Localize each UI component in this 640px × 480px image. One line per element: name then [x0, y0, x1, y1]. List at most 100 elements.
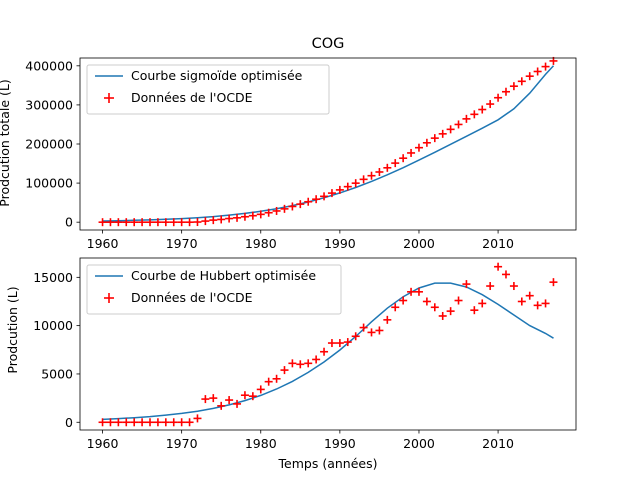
bottom-axis-ticks: 1960 1970 1980 1990 2000 2010 0 5000 10000 15000	[33, 270, 514, 451]
bottom-data-point	[391, 303, 400, 312]
top-data-point	[272, 206, 281, 215]
top-data-point	[130, 218, 139, 227]
bottom-y-tick-label: 10000	[33, 318, 73, 333]
bottom-data-point	[225, 396, 234, 405]
top-data-point	[414, 143, 423, 152]
x-axis-label: Temps (années)	[278, 456, 378, 471]
top-data-point	[343, 182, 352, 191]
top-y-axis-label: Prodcution totale (L)	[0, 79, 12, 206]
bottom-data-point	[375, 326, 384, 335]
top-y-tick-label: 200000	[25, 137, 73, 152]
top-data-point	[280, 204, 289, 213]
bottom-data-point	[106, 418, 115, 427]
top-data-point	[304, 197, 313, 206]
bottom-data-point	[327, 339, 336, 348]
bottom-legend-label-fit: Courbe de Hubbert optimisée	[131, 268, 316, 283]
top-data-point	[98, 218, 107, 227]
bottom-plot-content	[98, 262, 558, 427]
bottom-data-point	[122, 418, 131, 427]
bottom-data-point	[312, 355, 321, 364]
bottom-legend-marker-swatch	[104, 293, 114, 303]
bottom-data-point	[343, 338, 352, 347]
bottom-data-point	[153, 418, 162, 427]
bottom-data-point	[201, 395, 210, 404]
bottom-data-point	[335, 339, 344, 348]
bottom-subplot: Prodcution (L) Temps (années) 1960 1970 19…	[5, 257, 577, 471]
bottom-series-line	[102, 282, 554, 421]
top-data-point	[367, 171, 376, 180]
bottom-data-point	[517, 297, 526, 306]
bottom-data-point	[288, 359, 297, 368]
top-data-point	[533, 67, 542, 76]
bottom-data-point	[185, 418, 194, 427]
top-data-point	[209, 216, 218, 225]
bottom-data-point	[414, 287, 423, 296]
top-data-point	[486, 100, 495, 109]
top-data-point	[122, 218, 131, 227]
bottom-plot-frame	[79, 257, 577, 431]
top-data-point	[375, 167, 384, 176]
top-y-tick-label: 300000	[25, 97, 73, 112]
top-x-tick-label: 2010	[482, 236, 514, 251]
bottom-x-tick-label: 2000	[403, 436, 435, 451]
bottom-data-point	[494, 262, 503, 271]
top-data-point	[193, 218, 202, 227]
top-data-point	[233, 213, 242, 222]
bottom-x-tick-label: 1960	[87, 436, 119, 451]
top-data-point	[438, 129, 447, 138]
bottom-data-point	[138, 418, 147, 427]
bottom-data-point	[217, 401, 226, 410]
top-data-point	[256, 210, 265, 219]
top-data-point	[430, 134, 439, 143]
top-data-point	[114, 218, 123, 227]
bottom-legend-label-data: Données de l'OCDE	[131, 290, 253, 305]
bottom-legend-box	[86, 264, 342, 315]
top-legend: Courbe sigmoïde optimisée Données de l'O…	[86, 64, 330, 115]
bottom-data-point	[486, 282, 495, 291]
bottom-data-point	[541, 299, 550, 308]
top-data-point	[248, 211, 257, 220]
top-y-tick-label: 0	[65, 215, 73, 230]
top-data-point	[407, 148, 416, 157]
bottom-data-point	[549, 278, 558, 287]
top-subplot: COG Prodcution totale (L) 1960 1970 1980 19…	[0, 36, 577, 251]
bottom-data-point	[320, 347, 329, 356]
top-y-tick-label: 400000	[25, 58, 73, 73]
top-legend-marker-swatch	[104, 93, 114, 103]
top-data-point	[494, 93, 503, 102]
top-data-point	[383, 163, 392, 172]
top-data-point	[320, 192, 329, 201]
top-data-point	[327, 189, 336, 198]
top-data-point	[225, 214, 234, 223]
top-y-tick-label: 100000	[25, 176, 73, 191]
bottom-data-point	[462, 280, 471, 289]
top-data-point	[470, 110, 479, 119]
top-data-point	[312, 195, 321, 204]
top-data-point	[106, 218, 115, 227]
bottom-legend: Courbe de Hubbert optimisée Données de l…	[86, 264, 342, 315]
bottom-data-point	[209, 394, 218, 403]
bottom-data-point	[438, 311, 447, 320]
bottom-y-tick-label: 0	[65, 415, 73, 430]
bottom-data-point	[509, 282, 518, 291]
bottom-data-point	[304, 359, 313, 368]
top-data-point	[240, 212, 249, 221]
bottom-data-point	[367, 328, 376, 337]
bottom-data-point	[525, 291, 534, 300]
bottom-data-point	[264, 377, 273, 386]
top-data-point	[462, 114, 471, 123]
top-x-tick-label: 1960	[87, 236, 119, 251]
top-data-point	[525, 72, 534, 81]
top-legend-label-fit: Courbe sigmoïde optimisée	[131, 68, 303, 83]
bottom-data-point	[399, 296, 408, 305]
bottom-data-point	[351, 332, 360, 341]
top-data-point	[217, 215, 226, 224]
top-legend-box	[86, 64, 330, 115]
bottom-data-point	[383, 315, 392, 324]
bottom-data-point	[256, 385, 265, 394]
bottom-data-point	[193, 414, 202, 423]
top-axis-ticks: 1960 1970 1980 1990 2000 2010 0 100000 200000 300…	[25, 58, 514, 251]
top-data-point	[541, 62, 550, 71]
top-data-point	[509, 82, 518, 91]
bottom-data-point	[446, 307, 455, 316]
